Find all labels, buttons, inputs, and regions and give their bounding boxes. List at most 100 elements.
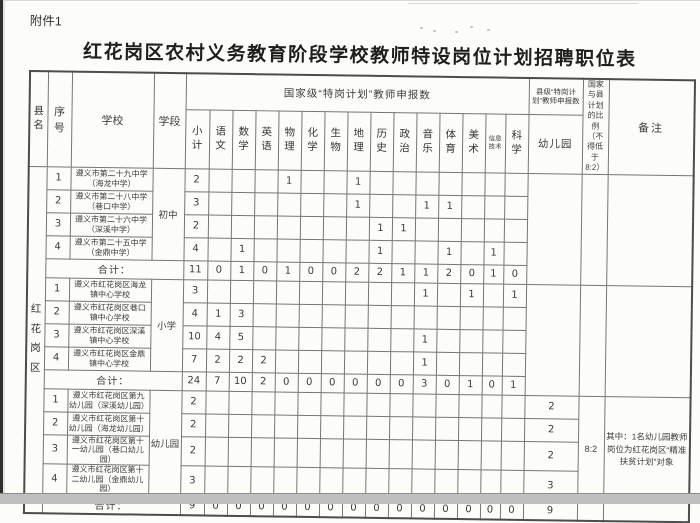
subject-value [484,195,505,219]
subject-value [273,437,297,468]
col-header-chinese: 语文 [208,109,233,169]
subject-value: 2 [205,348,230,372]
subject-value: 2 [183,214,209,238]
scan-noise-dot [470,26,473,28]
subject-value [482,329,503,353]
subject-value [367,327,391,352]
subject-value [458,394,482,418]
scan-left-edge [0,0,3,503]
subject-value: 1 [459,283,484,307]
col-header-math: 数学 [231,110,256,170]
subject-value [434,416,459,441]
subject-value [342,438,366,469]
subject-value [501,394,525,418]
recruitment-table: 县名 序号 学校 学段 国家级“特岗计划”教师申报数 县级“特岗计划”教师申报数… [22,70,697,523]
subject-value [481,352,503,376]
subject-value [458,352,483,376]
ratio-value [578,284,607,397]
subject-value [253,238,277,262]
row-serial: 4 [43,346,69,370]
kindergarten-value [526,173,582,285]
scan-left-edge-light [3,0,5,503]
school-name: 遵义市红花岗区深溪镇中心学校 [68,323,151,348]
subject-total: 1 [483,264,504,284]
subject-value [503,241,527,266]
subject-value [205,390,229,414]
subject-value: 10 [182,325,207,349]
row-serial: 4 [45,235,70,259]
col-header-english: 英语 [254,110,279,170]
subject-total: 2 [251,372,275,392]
subject-value: 2 [180,436,206,467]
subject-value [389,351,414,375]
scan-noise-dot [487,29,490,31]
subject-value [460,218,485,242]
subject-value: 3 [180,465,205,497]
row-serial: 3 [44,323,69,347]
subject-value: 1 [277,169,301,193]
subject-value [500,417,525,441]
subject-value [321,304,345,328]
total-label: 合计： [43,369,182,391]
subject-value [392,194,416,218]
subject-value [460,241,484,265]
subject-total: 2 [345,262,369,282]
subject-value [208,168,232,192]
subject-value: 1 [413,282,438,306]
subject-value [457,417,482,441]
subject-value [390,305,414,329]
subject-value [415,171,439,195]
subject-value [207,214,232,238]
subject-value [388,416,413,440]
subject-value: 1 [368,216,393,241]
subject-value: 1 [412,351,437,375]
subject-value [252,303,276,327]
col-header-history: 历史 [369,112,394,172]
ratio-total [576,501,604,522]
subject-value [206,279,231,303]
subject-total: 0 [389,374,413,394]
remark-value [604,285,693,398]
attachment-label: 附件1 [29,14,62,29]
row-serial: 3 [45,212,71,236]
col-header-ratio: 国家与县计划的比例（不得低于8:2） [581,78,610,175]
subject-value [320,350,345,374]
col-header-kindergarten: 幼儿园 [527,114,583,174]
subject-value [204,436,229,467]
col-header-politics: 政治 [392,112,417,172]
subject-value [461,195,485,219]
subject-value [459,329,483,353]
subject-value [369,170,393,195]
school-name: 遵义市红花岗区金鼎镇中心学校 [67,346,151,371]
subject-value: 2 [251,349,276,373]
subject-value [367,304,391,329]
subject-value [343,392,367,416]
subject-value [482,283,504,307]
subject-value [345,239,369,263]
school-name: 遵义市红花岗区第十一幼儿园（巷口幼儿园） [66,434,150,466]
row-serial: 2 [44,300,69,324]
subject-value [392,171,416,195]
col-header-subtotal: 小计 [184,109,210,169]
subject-total: 2 [437,263,461,284]
school-name: 遵义市第二十五中学（金鼎中学） [69,235,152,260]
subject-value [298,326,322,351]
subject-value: 3 [182,279,208,303]
col-header-physics: 物理 [277,110,302,170]
school-name: 遵义市红花岗区第九幼儿园（深溪幼儿园） [67,388,150,413]
school-name: 遵义市第二十八中学（巷口中学） [70,189,153,214]
subject-value [254,192,278,216]
col-header-remark: 备注 [607,79,696,176]
stage-label: 小学 [149,278,184,372]
subject-value [366,350,391,375]
stage-label: 初中 [151,167,185,261]
subject-value [228,390,252,415]
subject-value [274,391,298,415]
subject-value [254,169,278,193]
subject-value: 1 [346,170,370,194]
subject-value [277,192,301,216]
col-header-chemistry: 化学 [300,111,325,171]
subject-value [391,240,415,264]
subject-value: 1 [483,241,504,265]
subject-value [436,305,460,330]
